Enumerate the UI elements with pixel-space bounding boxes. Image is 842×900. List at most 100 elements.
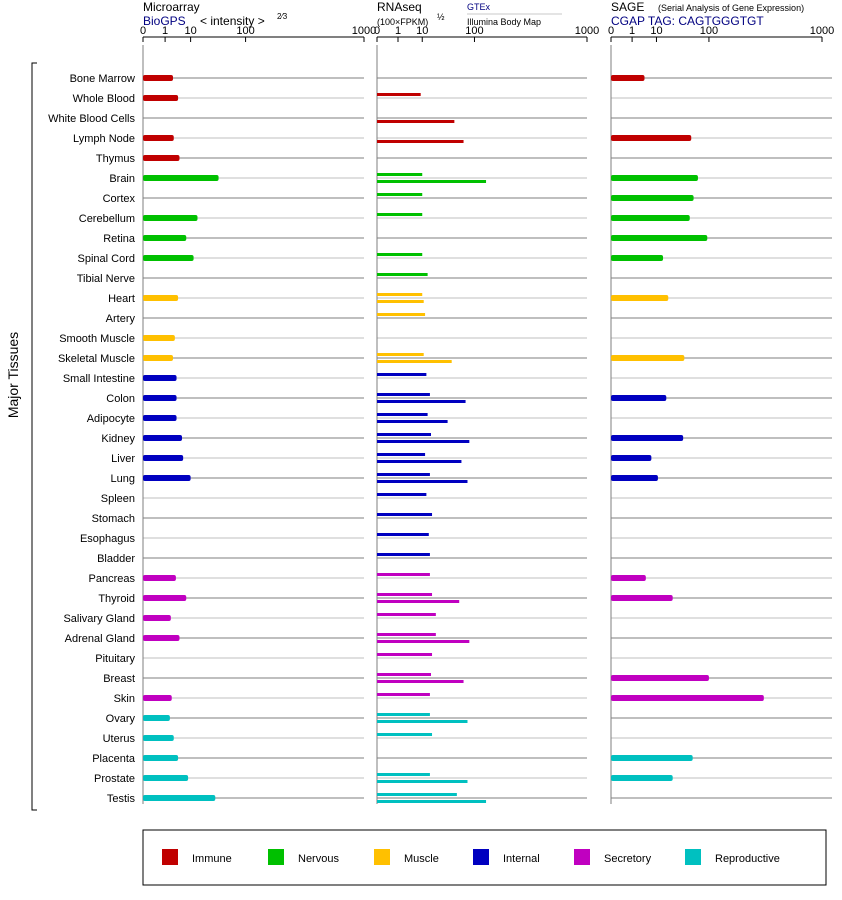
- gtex-bar: [377, 533, 429, 536]
- tissue-label: Thyroid: [98, 593, 135, 605]
- tissue-label: Prostate: [94, 773, 135, 785]
- ibm-bar: [377, 360, 452, 363]
- microarray-title: Microarray: [143, 0, 200, 14]
- legend-label: Secretory: [604, 853, 652, 865]
- tissue-label: Retina: [103, 233, 136, 245]
- gtex-bar: [377, 453, 426, 456]
- legend: Immune Nervous Muscle Internal Secretory Repr…: [162, 849, 780, 865]
- tissue-label: Cortex: [103, 193, 136, 205]
- microarray-bar: [143, 235, 187, 241]
- tissue-label: Spinal Cord: [78, 253, 135, 265]
- x-tick-label: 100: [465, 25, 483, 37]
- x-tick-label: 100: [236, 25, 254, 37]
- ibm-bar: [377, 640, 470, 643]
- legend-swatch: [473, 849, 489, 865]
- tissue-label: Heart: [108, 293, 135, 305]
- legend-label: Reproductive: [715, 853, 780, 865]
- x-tick-label: 1: [395, 25, 401, 37]
- gtex-bar: [377, 693, 430, 696]
- microarray-bar: [143, 755, 179, 761]
- tissue-label: Artery: [106, 313, 136, 325]
- sage-title-note: (Serial Analysis of Gene Expression): [658, 3, 804, 13]
- sage-bar: [611, 395, 667, 401]
- microarray-bar: [143, 95, 179, 101]
- gtex-bar: [377, 313, 426, 316]
- tissue-label: Smooth Muscle: [59, 333, 135, 345]
- tissue-label: Small Intestine: [63, 373, 135, 385]
- ibm-bar: [377, 400, 466, 403]
- tissue-label: Whole Blood: [73, 93, 135, 105]
- tissue-label: Colon: [106, 393, 135, 405]
- gtex-bar: [377, 413, 428, 416]
- x-tick-label: 100: [700, 25, 718, 37]
- tissue-label: Placenta: [92, 753, 136, 765]
- ibm-bar: [377, 180, 487, 183]
- x-tick-label: 1000: [810, 25, 834, 37]
- ibm-bar: [377, 600, 460, 603]
- ibm-bar: [377, 140, 464, 143]
- sage-subtitle: CGAP TAG: CAGTGGGTGT: [611, 14, 764, 28]
- rnaseq-source-ibm: Illumina Body Map: [467, 17, 541, 27]
- microarray-bar: [143, 435, 183, 441]
- sage-bar: [611, 215, 690, 221]
- microarray-scale-power: 2⁄3: [277, 12, 288, 21]
- gtex-bar: [377, 673, 431, 676]
- sage-bar: [611, 475, 658, 481]
- gtex-bar: [377, 493, 427, 496]
- gtex-bar: [377, 473, 430, 476]
- ibm-bar: [377, 780, 468, 783]
- gtex-bar: [377, 293, 423, 296]
- legend-swatch: [374, 849, 390, 865]
- sage-bar: [611, 135, 692, 141]
- legend-swatch: [162, 849, 178, 865]
- microarray-bar: [143, 595, 187, 601]
- tissue-label: Ovary: [106, 713, 136, 725]
- rnaseq-scale-power: ½: [437, 12, 445, 22]
- sage-bar: [611, 255, 664, 261]
- sage-bar: [611, 435, 684, 441]
- sage-bar: [611, 755, 693, 761]
- rnaseq-source-gtex: GTEx: [467, 2, 491, 12]
- microarray-bar: [143, 135, 174, 141]
- gtex-bar: [377, 193, 423, 196]
- rnaseq-scale-label: (100×FPKM): [377, 17, 428, 27]
- x-tick-label: 1000: [575, 25, 599, 37]
- sage-title: SAGE: [611, 0, 644, 14]
- microarray-bar: [143, 375, 177, 381]
- x-tick-label: 0: [374, 25, 380, 37]
- tissue-label: Liver: [111, 453, 135, 465]
- gtex-bar: [377, 773, 430, 776]
- tissue-bracket: [31, 62, 37, 811]
- tissue-label: Skin: [114, 693, 135, 705]
- sage-bar: [611, 575, 646, 581]
- gtex-bar: [377, 373, 427, 376]
- tissue-label: Kidney: [101, 433, 135, 445]
- legend-swatch: [268, 849, 284, 865]
- microarray-bar: [143, 575, 176, 581]
- gtex-bar: [377, 713, 430, 716]
- microarray-bar: [143, 355, 173, 361]
- ibm-bar: [377, 800, 487, 803]
- tissue-label: Adrenal Gland: [65, 633, 135, 645]
- sage-bar: [611, 775, 673, 781]
- x-tick-label: 1000: [352, 25, 376, 37]
- sage-bar: [611, 75, 645, 81]
- ibm-bar: [377, 720, 468, 723]
- microarray-bar: [143, 715, 170, 721]
- gtex-bar: [377, 173, 423, 176]
- x-tick-label: 10: [416, 25, 428, 37]
- rnaseq-title: RNAseq: [377, 0, 422, 14]
- microarray-bar: [143, 475, 191, 481]
- x-tick-label: 10: [650, 25, 662, 37]
- ibm-bar: [377, 480, 468, 483]
- ibm-bar: [377, 120, 455, 123]
- tissue-label: Uterus: [103, 733, 136, 745]
- gtex-bar: [377, 433, 431, 436]
- microarray-bar: [143, 795, 216, 801]
- ibm-bar: [377, 460, 462, 463]
- tissue-label: Testis: [107, 793, 136, 805]
- microarray-bar: [143, 75, 173, 81]
- sage-bar: [611, 675, 709, 681]
- tissue-label: Cerebellum: [79, 213, 135, 225]
